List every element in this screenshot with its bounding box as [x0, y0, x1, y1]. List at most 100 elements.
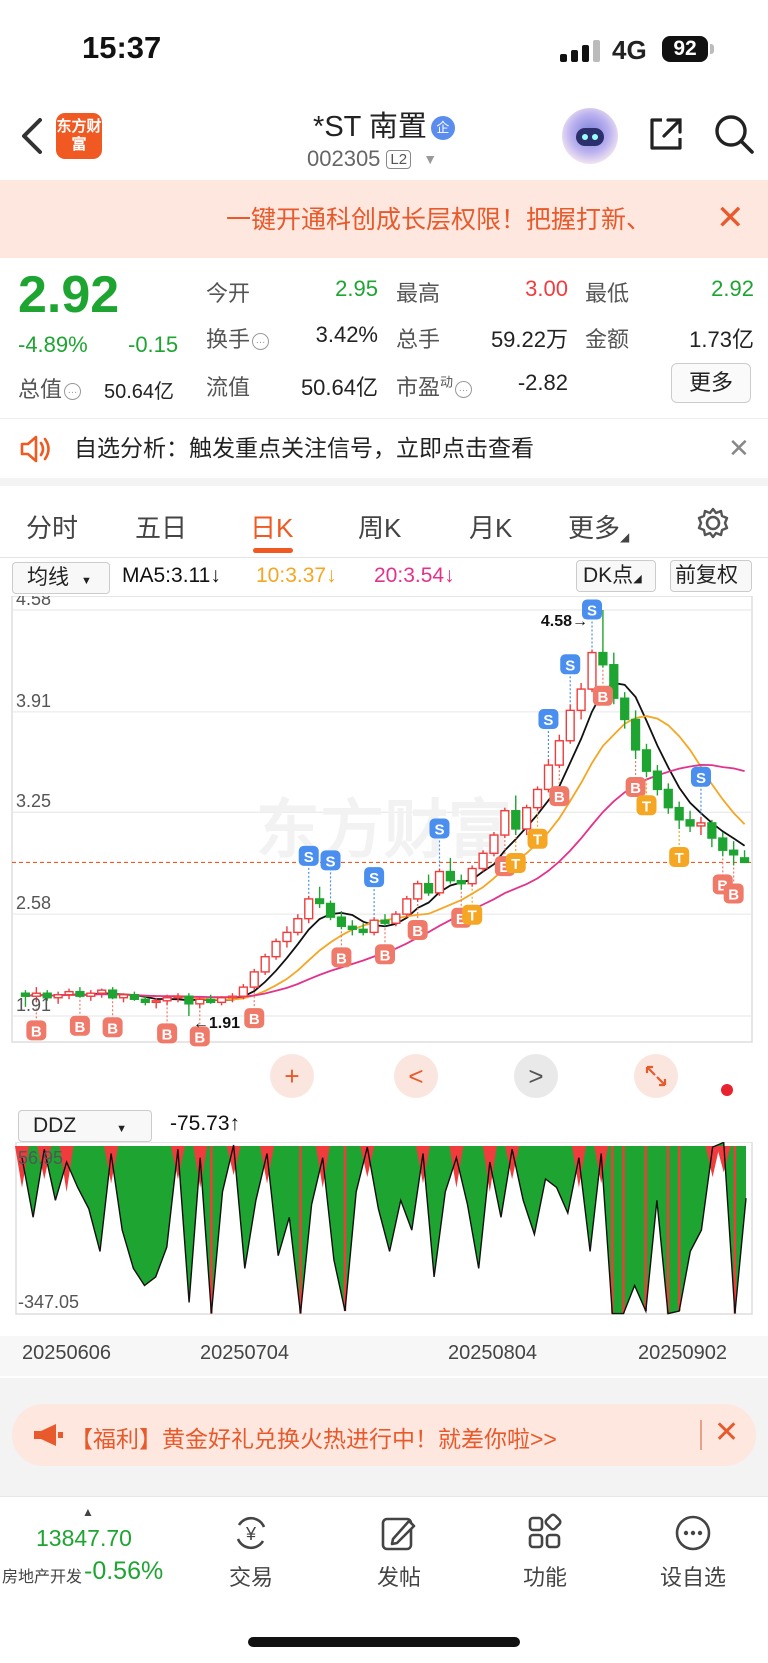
signal-label: S	[543, 712, 553, 729]
signal-badge[interactable]	[375, 944, 395, 965]
ddz-chart[interactable]: 56.95 -347.05	[0, 1142, 768, 1336]
signal-badge[interactable]	[26, 1020, 47, 1041]
chart-prev-button[interactable]: <	[394, 1054, 438, 1098]
candle-body	[75, 990, 85, 997]
signal-label: B	[75, 1019, 86, 1036]
tab-weekly-k[interactable]: 周K	[358, 513, 402, 543]
signal-badge[interactable]	[462, 904, 483, 925]
info-icon[interactable]: …	[252, 333, 270, 350]
signal-badge[interactable]	[527, 828, 548, 849]
more-button[interactable]: 更多	[671, 363, 751, 403]
signal-badge[interactable]	[298, 845, 319, 866]
signal-badge[interactable]	[244, 1008, 265, 1029]
chart-watermark: 东方财富	[256, 794, 512, 866]
info-icon[interactable]: …	[455, 381, 473, 398]
search-icon[interactable]	[712, 112, 756, 156]
app-logo[interactable]: 东方财富	[56, 113, 102, 159]
signal-label: B	[717, 877, 728, 894]
signal-badge[interactable]	[364, 867, 385, 888]
candle-body	[97, 989, 107, 994]
close-icon[interactable]: ✕	[714, 1416, 740, 1449]
nav-add-watchlist[interactable]: 设自选	[638, 1513, 748, 1592]
caret-icon: ◢	[620, 530, 630, 544]
signal-badge[interactable]	[690, 766, 711, 787]
signal-badge[interactable]	[429, 818, 450, 839]
stock-name: *ST 南置	[313, 111, 427, 143]
candle-body	[315, 898, 325, 905]
open-value: 2.95	[335, 276, 378, 301]
signal-badge[interactable]	[320, 850, 341, 871]
analysis-bar[interactable]: 自选分析：触发重点关注信号，立即点击查看 ✕	[0, 418, 768, 486]
change-percent: -4.89%	[18, 332, 88, 357]
tab-monthly-k[interactable]: 月K	[469, 513, 513, 543]
candle-body	[206, 998, 216, 1004]
candle-body	[260, 955, 270, 973]
nav-trade[interactable]: ¥ 交易	[196, 1513, 306, 1592]
banner-text: 一键开通科创成长层权限！把握打新、	[226, 206, 652, 234]
nav-label: 设自选	[659, 1565, 726, 1590]
signal-badge[interactable]	[189, 1026, 210, 1047]
signal-badge[interactable]	[538, 709, 559, 730]
tab-five-day[interactable]: 五日	[135, 513, 188, 543]
signal-badge[interactable]	[582, 599, 603, 620]
signal-badge[interactable]	[157, 1023, 178, 1044]
gear-icon[interactable]	[696, 506, 730, 540]
signal-badge[interactable]	[69, 1015, 90, 1036]
signal-badge[interactable]	[592, 685, 613, 706]
candle-body	[598, 651, 608, 666]
tab-more[interactable]: 更多◢	[568, 513, 630, 544]
chart-add-control[interactable]: +	[270, 1054, 314, 1098]
battery-icon: 92	[662, 36, 708, 62]
signal-badge[interactable]	[102, 1017, 123, 1038]
high-value: 3.00	[525, 276, 568, 301]
tab-daily-k[interactable]: 日K	[250, 513, 294, 543]
robot-assistant-avatar[interactable]	[562, 108, 618, 164]
candle-body	[685, 819, 695, 827]
signal-badge[interactable]	[505, 853, 526, 874]
ddz-selector[interactable]: DDZ ▼	[18, 1110, 152, 1142]
close-icon[interactable]: ✕	[728, 433, 750, 463]
date-label: 20250606	[22, 1342, 111, 1364]
chart-frame	[15, 1142, 753, 1315]
promo-pill[interactable]: 【福利】黄金好礼兑换火热进行中！就差你啦>> ✕	[12, 1404, 756, 1466]
nav-functions[interactable]: 功能	[490, 1513, 600, 1592]
y-tick-label: 3.25	[16, 791, 51, 811]
signal-label: S	[434, 822, 444, 839]
signal-label: B	[107, 1020, 118, 1037]
dk-point-button[interactable]: DK点◢	[576, 560, 656, 592]
stock-code-row[interactable]: 002305 L2 ▼	[307, 146, 437, 172]
close-icon[interactable]: ✕	[716, 199, 745, 237]
indicator-selector[interactable]: 均线 ▼	[12, 562, 110, 594]
nav-post[interactable]: 发帖	[344, 1513, 454, 1592]
share-icon[interactable]	[646, 114, 686, 154]
info-icon[interactable]: …	[64, 383, 82, 400]
promo-banner[interactable]: 一键开通科创成长层权限！把握打新、 ✕	[0, 180, 768, 258]
signal-badge[interactable]	[625, 777, 646, 798]
ddz-up-spike	[716, 1146, 731, 1173]
candle-body	[369, 919, 379, 934]
signal-badge[interactable]	[669, 846, 690, 867]
nav-label: 交易	[228, 1565, 273, 1590]
level2-badge: L2	[386, 150, 412, 169]
y-tick-label: 1.91	[16, 995, 51, 1015]
signal-badge[interactable]	[636, 795, 657, 816]
back-icon[interactable]	[18, 114, 48, 158]
signal-badge[interactable]	[723, 883, 744, 904]
signal-badge[interactable]	[549, 786, 570, 807]
signal-label: S	[304, 849, 314, 866]
tab-intraday[interactable]: 分时	[26, 513, 79, 543]
chart-expand-button[interactable]	[634, 1054, 678, 1098]
adjust-button[interactable]: 前复权	[670, 560, 752, 592]
caret-down-icon: ▼	[116, 1123, 128, 1135]
signal-badge[interactable]	[560, 654, 581, 675]
candle-body	[380, 919, 390, 924]
signal-badge[interactable]	[407, 919, 428, 940]
signal-label: B	[597, 689, 608, 706]
chart-next-button[interactable]: >	[514, 1054, 558, 1098]
ddz-up-spike	[37, 1146, 52, 1180]
signal-badge[interactable]	[331, 947, 352, 968]
nav-label: 功能	[522, 1565, 567, 1590]
signal-label: S	[326, 853, 336, 870]
grid-icon	[528, 1513, 562, 1549]
